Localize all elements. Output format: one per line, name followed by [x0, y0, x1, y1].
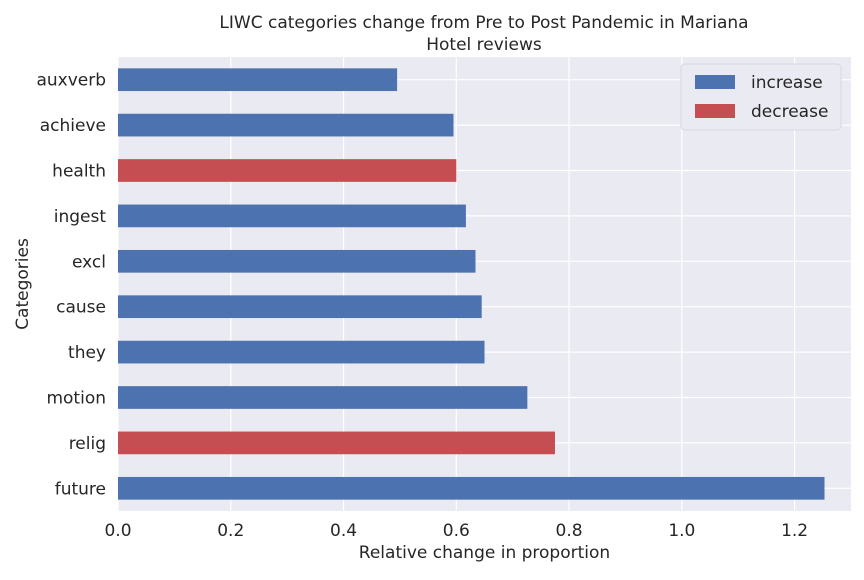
y-tick-label: cause — [56, 298, 106, 318]
bar-cause — [118, 295, 482, 319]
x-axis-label: Relative change in proportion — [359, 543, 610, 563]
y-tick-label: excl — [72, 252, 106, 272]
bar-ingest — [118, 204, 466, 228]
chart-title-line: Hotel reviews — [426, 35, 542, 55]
bar-achieve — [118, 113, 454, 137]
legend-swatch-increase — [695, 75, 735, 89]
x-tick-label: 0.0 — [104, 521, 131, 541]
bar-auxverb — [118, 68, 398, 92]
y-tick-label: future — [55, 479, 106, 499]
x-tick-label: 1.0 — [668, 521, 695, 541]
y-tick-label: ingest — [54, 207, 107, 227]
bar-motion — [118, 386, 528, 409]
x-tick-label: 0.6 — [443, 521, 470, 541]
legend-label: increase — [751, 73, 823, 93]
y-tick-label: relig — [69, 434, 106, 454]
y-tick-label: auxverb — [36, 71, 106, 91]
x-tick-label: 0.8 — [556, 521, 583, 541]
bar-they — [118, 340, 485, 364]
x-tick-label: 0.4 — [330, 521, 357, 541]
bar-health — [118, 159, 457, 182]
x-tick-label: 0.2 — [217, 521, 244, 541]
y-tick-label: motion — [46, 389, 106, 409]
legend-label: decrease — [751, 102, 828, 122]
bar-excl — [118, 249, 476, 273]
y-tick-label: achieve — [40, 116, 106, 136]
x-tick-label: 1.2 — [781, 521, 808, 541]
bar-relig — [118, 431, 555, 455]
y-axis-label: Categories — [13, 238, 33, 330]
y-tick-label: health — [52, 162, 106, 182]
chart-title-line: LIWC categories change from Pre to Post … — [219, 13, 748, 33]
legend-swatch-decrease — [695, 104, 735, 118]
bar-future — [118, 476, 825, 500]
y-tick-label: they — [68, 343, 106, 363]
